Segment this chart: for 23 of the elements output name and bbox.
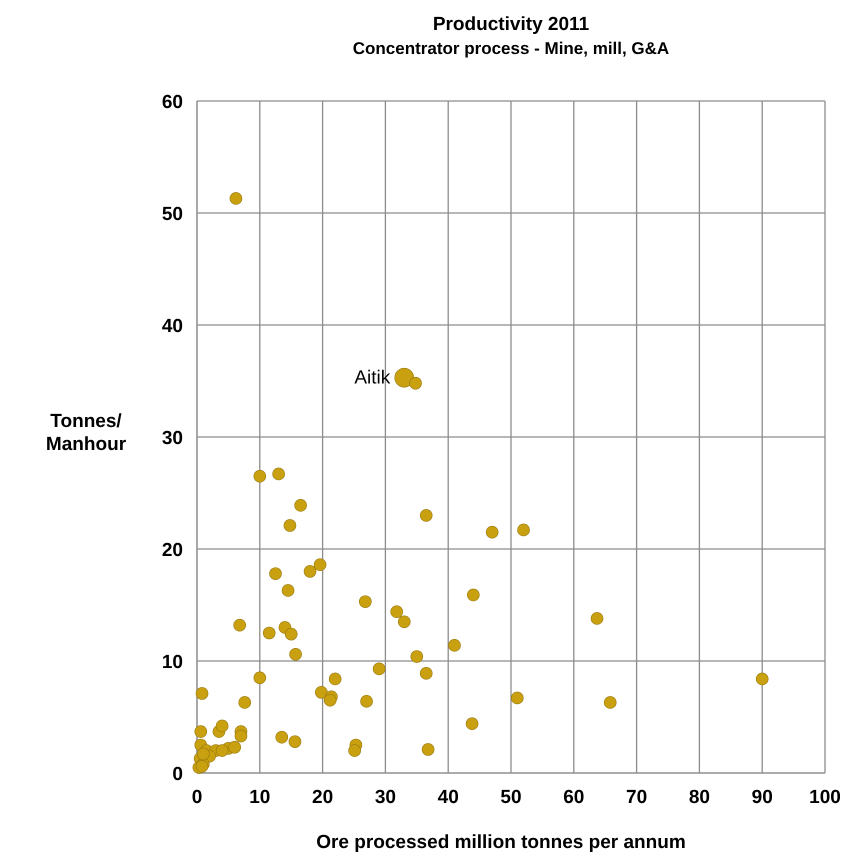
annotation: Aitik bbox=[354, 368, 391, 389]
x-axis-title: Ore processed million tonnes per annum bbox=[316, 832, 686, 853]
y-tick-label: 60 bbox=[162, 92, 183, 113]
x-tick-label: 60 bbox=[563, 787, 584, 808]
x-tick-label: 70 bbox=[626, 787, 648, 808]
y-tick-label: 0 bbox=[172, 764, 183, 785]
x-tick-label: 100 bbox=[809, 787, 841, 808]
chart-subtitle: Concentrator process - Mine, mill, G&A bbox=[352, 39, 670, 58]
x-tick-label: 0 bbox=[192, 787, 202, 808]
x-tick-label: 40 bbox=[438, 787, 459, 808]
y-tick-label: 30 bbox=[162, 428, 183, 449]
chart-title: Productivity 2011 bbox=[432, 14, 590, 35]
x-tick-label: 90 bbox=[752, 787, 773, 808]
y-axis-title: Tonnes/ Manhour bbox=[46, 411, 127, 455]
y-tick-label: 10 bbox=[162, 652, 183, 673]
x-tick-label: 20 bbox=[312, 787, 334, 808]
y-tick-label: 40 bbox=[162, 316, 183, 337]
y-tick-label: 20 bbox=[162, 540, 183, 561]
x-tick-label: 80 bbox=[688, 787, 710, 808]
x-tick-label: 10 bbox=[249, 787, 270, 808]
x-tick-label: 50 bbox=[500, 787, 522, 808]
y-tick-label: 50 bbox=[162, 204, 183, 225]
x-tick-label: 30 bbox=[374, 787, 396, 808]
